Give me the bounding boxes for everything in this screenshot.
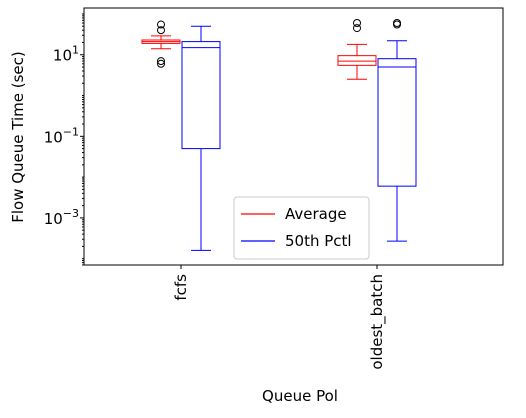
outlier-point <box>157 59 165 68</box>
outlier-point <box>393 19 401 28</box>
box <box>377 58 417 187</box>
outlier-point <box>157 26 165 35</box>
legend-frame <box>233 196 370 260</box>
x-axis-label: Queue Pol <box>262 387 338 405</box>
x-tick-label: oldest_batch <box>368 274 387 370</box>
x-axis: fcfs oldest_batch <box>172 265 387 370</box>
plot-marks <box>141 19 417 251</box>
outlier-point <box>353 24 361 33</box>
y-axis-label: Flow Queue Time (sec) <box>9 51 27 223</box>
y-tick-label: 10−3 <box>44 207 79 228</box>
outlier-point <box>157 57 165 66</box>
y-tick-label: 101 <box>53 44 79 65</box>
legend-label: 50th Pctl <box>285 232 352 250</box>
outlier-point <box>353 19 361 28</box>
y-axis: 101 10−1 10−3 <box>44 13 84 266</box>
x-tick-label: fcfs <box>172 274 190 301</box>
legend-label: Average <box>285 205 347 223</box>
y-tick-label: 10−1 <box>44 125 79 146</box>
outlier-point <box>157 20 165 29</box>
box <box>181 41 221 150</box>
legend: Average 50th Pctl <box>233 196 370 260</box>
box <box>337 55 377 66</box>
